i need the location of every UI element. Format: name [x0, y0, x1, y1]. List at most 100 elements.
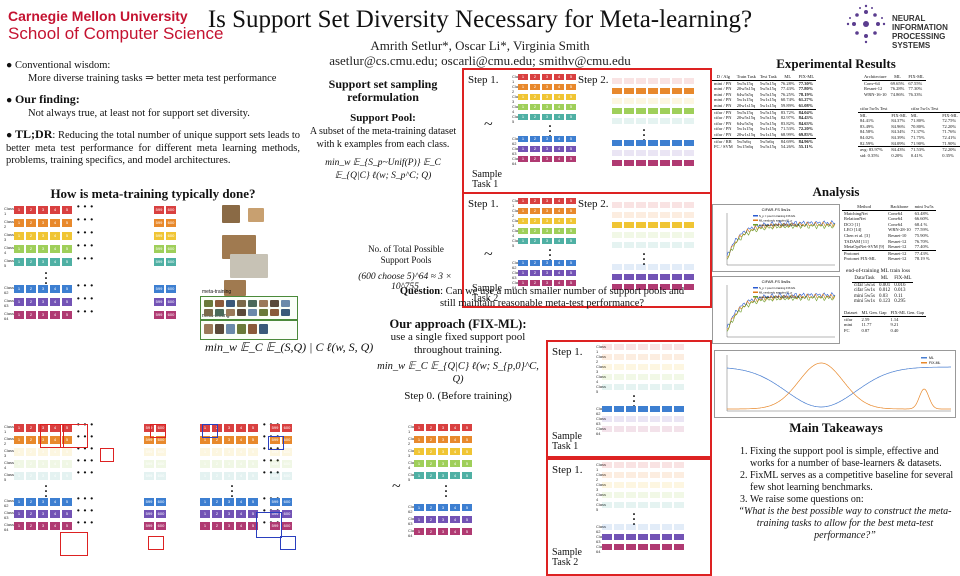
table-header: Data/Task — [852, 276, 877, 283]
grid-cell — [662, 524, 672, 530]
grid-cell: 4 — [50, 472, 60, 480]
table-cell: 76.70% — [914, 238, 929, 244]
table-cell: 84.39% — [891, 134, 906, 140]
grid-cell — [626, 534, 636, 540]
class-row-label: Class 3 — [512, 94, 523, 104]
class-row-label: Class 64 — [4, 311, 15, 321]
grid-cell — [614, 502, 624, 508]
grid-cell: 1 — [200, 510, 210, 518]
grid-cell — [636, 98, 646, 104]
table-row: mini 5w1s 0.123 0.295 — [852, 299, 913, 305]
grid-cell: 1 — [518, 156, 528, 162]
table-row: Protonet Resnet-12 77.43% — [842, 249, 936, 257]
table-cell: Resnet-12 — [864, 86, 883, 92]
table-cell: WRN-16-10 — [864, 91, 887, 97]
grid-cell: 4 — [554, 94, 564, 100]
grid-cell: 599 — [270, 498, 280, 506]
grid-cell: 1 — [200, 424, 210, 432]
grid-cell: 4 — [236, 448, 246, 456]
grid-cell: 1 — [518, 74, 528, 80]
grid-cell — [636, 222, 646, 228]
table-cell: 84.96% — [796, 137, 817, 145]
grid-cell: 2 — [26, 498, 36, 506]
grid-cell: 1 — [14, 245, 24, 253]
table-subheader: FIX-ML — [942, 112, 958, 118]
grid-cell — [662, 462, 672, 468]
class-row-label: Class 2 — [4, 436, 15, 446]
intro-section: ● Conventional wisdom: More diverse trai… — [6, 60, 301, 166]
grid-cell: 3 — [542, 84, 552, 90]
reformulation-title: Support set sampling reformulation — [328, 77, 438, 104]
table-cell: 83.72% — [778, 108, 797, 116]
table-cell: 60.74% — [780, 97, 795, 103]
grid-cell: 2 — [26, 298, 36, 306]
grid-cell: 2 — [26, 258, 36, 266]
meta-training-thumb — [259, 309, 268, 316]
table-cell: 5w1s15q — [736, 97, 754, 103]
grid-cell: 599 — [270, 510, 280, 518]
grid-cell — [684, 118, 694, 124]
table-cell: 5w5s15q — [759, 115, 777, 121]
benchmark-table: Method Backbone mini 5w5s MatchingNet Conv64… — [842, 204, 936, 262]
legend-entry: FIX-ML — [929, 361, 941, 365]
results-table-variance: cifar 5w5s Test cifar 5w1s Test ML FIX-ML ML… — [858, 106, 960, 158]
grid-cell: 1 — [14, 219, 24, 227]
paper-title: Is Support Set Diversity Necessary for M… — [207, 6, 753, 33]
grid-cell: 4 — [50, 460, 60, 468]
table-header: cifar 5w5s Test — [858, 106, 890, 113]
grid-cell — [626, 462, 636, 468]
approach-text: use a single fixed support pool througho… — [390, 331, 526, 356]
grid-cell: 599 — [270, 448, 280, 456]
class-row-label: Class 4 — [4, 460, 15, 470]
table-cell: 84.37% — [891, 118, 906, 124]
grid-cell: 3 — [224, 448, 234, 456]
legend-swatch — [753, 219, 758, 221]
table-cell: 71.76% — [942, 129, 957, 135]
grid-cell: 1 — [14, 448, 24, 456]
grid-cell: 2 — [212, 460, 222, 468]
grid-cell: 2 — [530, 146, 540, 152]
grid-cell: 5 — [566, 74, 576, 80]
meta-training-thumb — [215, 309, 224, 316]
grid-cell: 2 — [530, 114, 540, 120]
tilde-c: ~ — [392, 478, 401, 495]
grid-cell — [672, 212, 682, 218]
grid-cell: 4 — [450, 460, 460, 467]
meta-training-thumb — [237, 309, 246, 316]
selection-box-blue — [256, 512, 282, 538]
grid-cell — [638, 534, 648, 540]
grid-cell: 2 — [26, 448, 36, 456]
grid-cell — [674, 406, 684, 412]
grid-cell — [624, 88, 634, 94]
grid-cell: 1 — [14, 522, 24, 530]
table-cell: Conv64 — [888, 221, 903, 227]
grid-cell — [602, 416, 612, 422]
grid-cell: 4 — [50, 424, 60, 432]
grid-cell: 2 — [212, 510, 222, 518]
table-cell: Conv64 — [888, 216, 903, 222]
grid-cell — [674, 462, 684, 468]
horizontal-ellipsis: ··· — [76, 454, 97, 469]
grid-cell: 2 — [530, 74, 540, 80]
grid-cell: 5 — [62, 232, 72, 240]
table-cell: 0.35% — [942, 152, 954, 158]
grid-cell: 600 — [282, 472, 292, 480]
grid-cell: 5 — [462, 448, 472, 455]
grid-cell: 1 — [200, 460, 210, 468]
grid-cell: 599 — [154, 219, 164, 227]
meta-testing-thumb — [226, 324, 235, 334]
table-cell: 64w5s5q — [736, 120, 754, 126]
grid-cell — [672, 78, 682, 84]
wisdom-label: Conventional wisdom: — [14, 60, 111, 71]
grid-cell — [638, 384, 648, 390]
grid-cell: 3 — [38, 285, 48, 293]
table-cell: WRN-28-10 — [888, 227, 911, 233]
grid-cell: 2 — [530, 238, 540, 244]
grid-cell: 2 — [426, 424, 436, 431]
table-cell: 5w1s15q — [759, 97, 777, 103]
class-row-label: Class 62 — [596, 524, 607, 534]
grid-cell: 1 — [414, 504, 424, 511]
grid-cell — [660, 264, 670, 270]
grid-cell: 3 — [438, 528, 448, 535]
grid-cell: 5 — [566, 228, 576, 234]
